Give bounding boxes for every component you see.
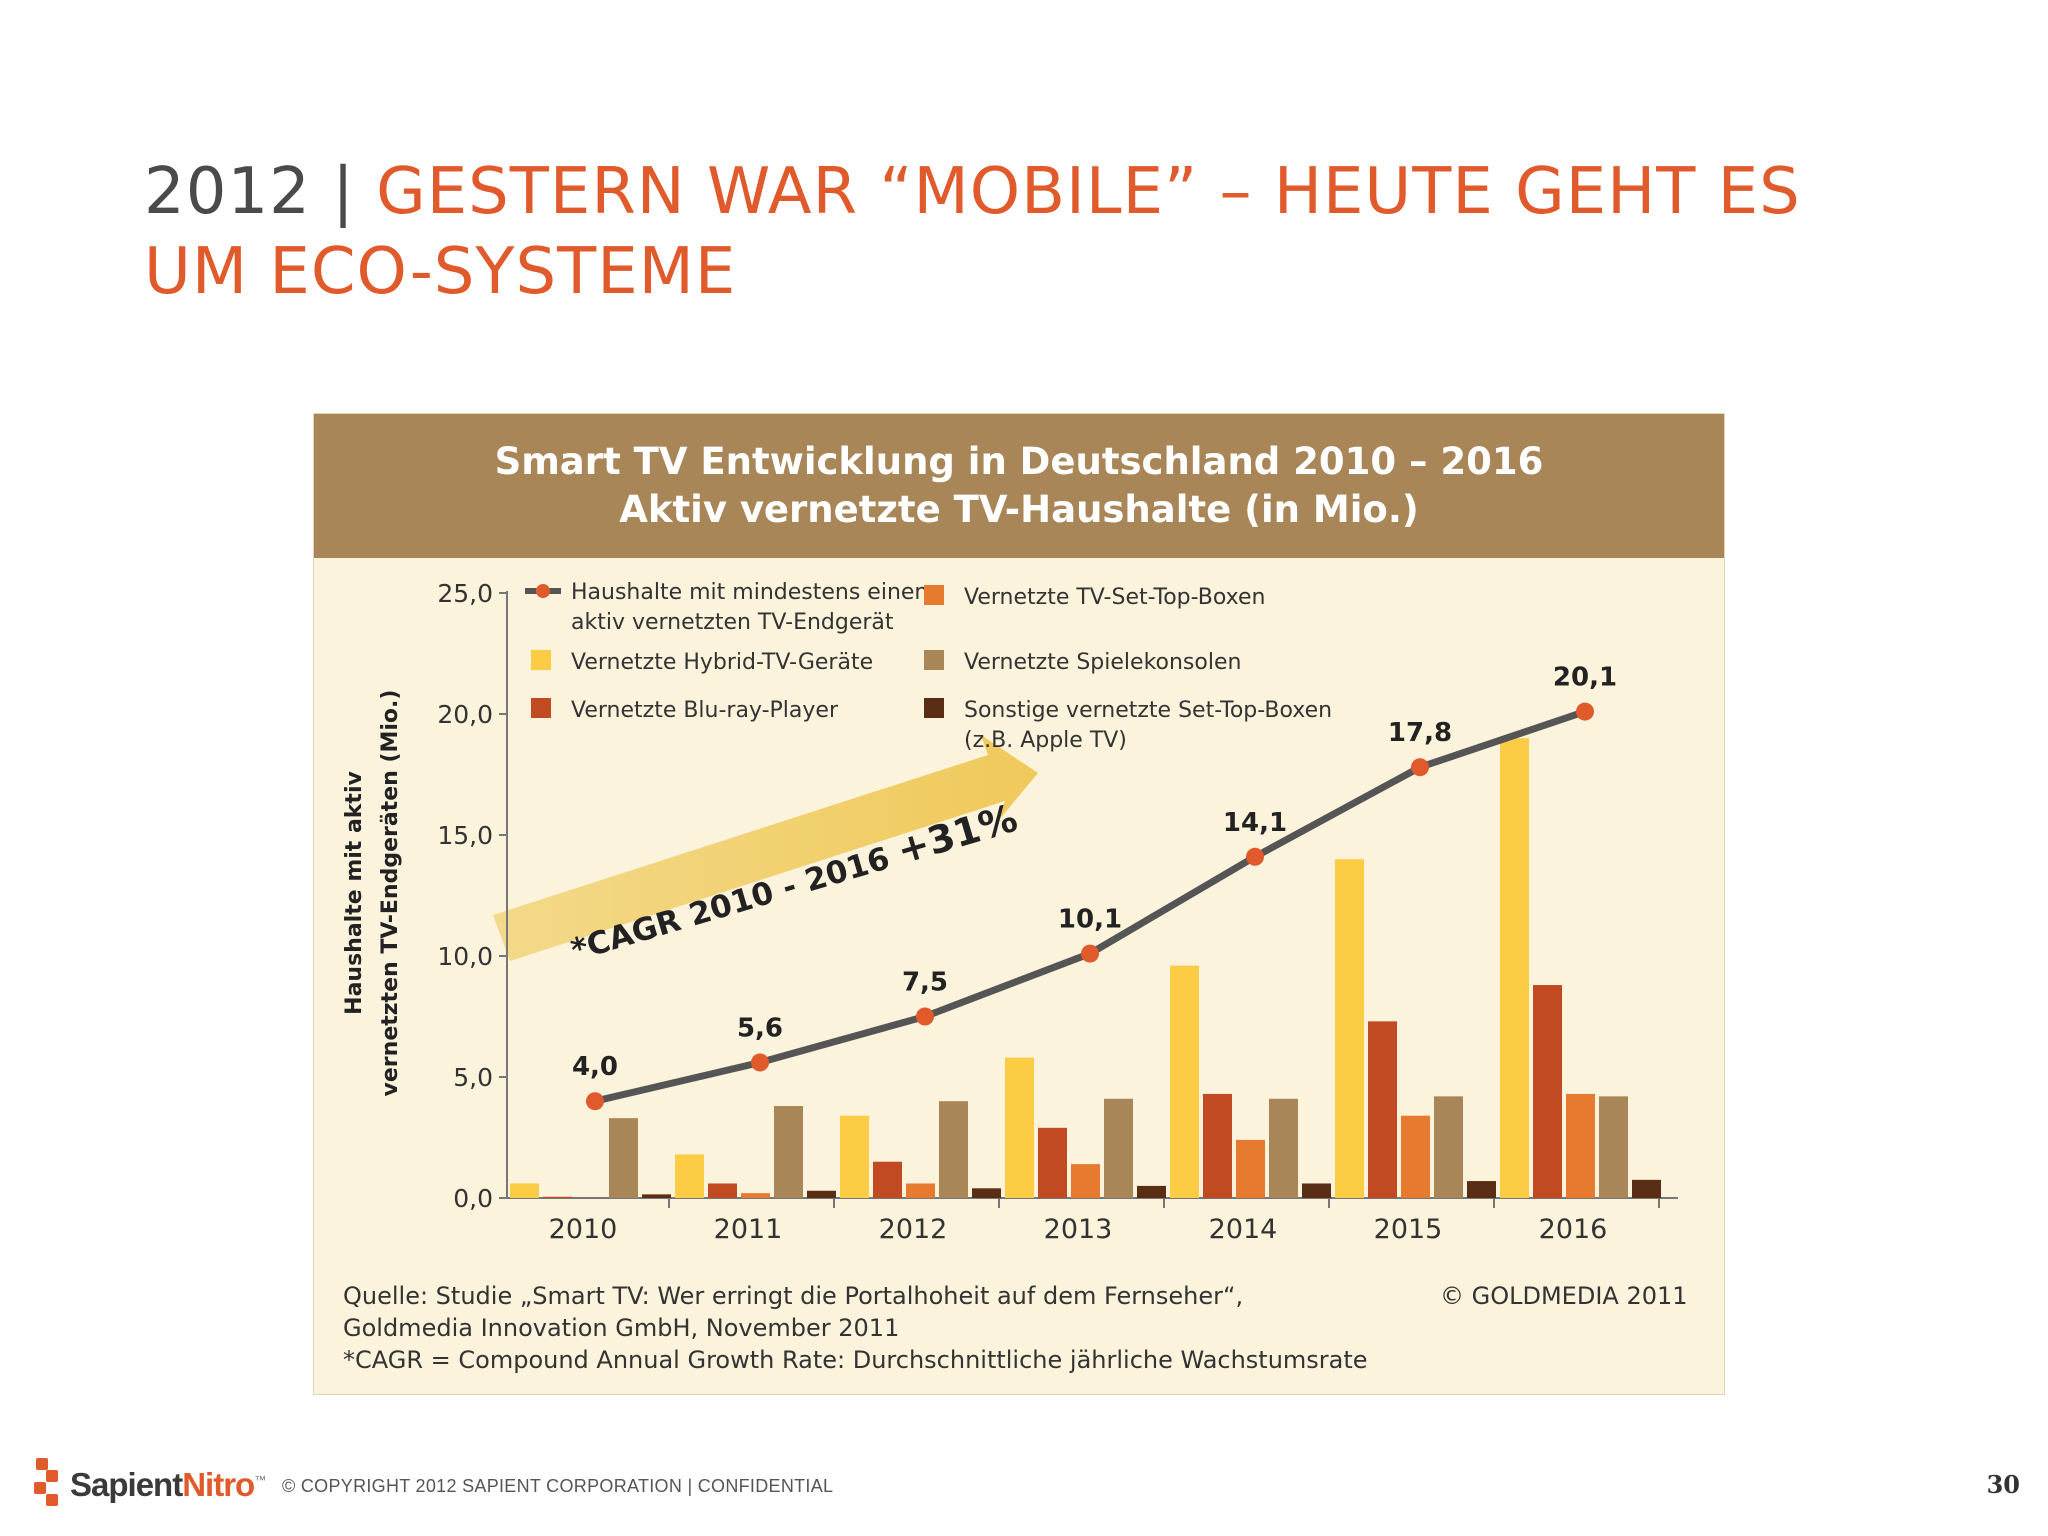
legend-label: Haushalte mit mindestens einem <box>571 580 936 605</box>
x-tick-label: 2013 <box>1044 1214 1113 1245</box>
x-tick-label: 2014 <box>1209 1214 1278 1245</box>
legend-label: Sonstige vernetzte Set-Top-Boxen <box>964 698 1332 723</box>
source-line-1: Quelle: Studie „Smart TV: Wer erringt di… <box>343 1282 1244 1310</box>
y-tick-label: 25,0 <box>437 579 493 608</box>
bar <box>543 1196 572 1198</box>
footer: SapientNitro™ © COPYRIGHT 2012 SAPIENT C… <box>30 1456 2020 1512</box>
legend-swatch <box>924 585 944 605</box>
bar <box>1368 1021 1397 1198</box>
y-tick-label: 5,0 <box>453 1063 493 1092</box>
logo-part-2: Nitro <box>182 1466 255 1503</box>
chart-title: Smart TV Entwicklung in Deutschland 2010… <box>494 440 1544 483</box>
line-point <box>1411 758 1429 777</box>
line-point <box>586 1092 604 1111</box>
bar <box>873 1161 902 1198</box>
x-tick-label: 2011 <box>714 1214 783 1245</box>
bar <box>1038 1127 1067 1198</box>
chart-svg: *CAGR 2010 - 2016 +31% 0,05,010,015,020,… <box>342 579 1678 1245</box>
legend-label-line-2: aktiv vernetzten TV-Endgerät <box>571 610 894 635</box>
bar <box>840 1115 869 1198</box>
logo-wordmark: SapientNitro™ <box>70 1466 266 1504</box>
bar <box>1005 1057 1034 1198</box>
x-tick-label: 2016 <box>1539 1214 1608 1245</box>
bar <box>675 1154 704 1198</box>
bar <box>1566 1093 1595 1198</box>
data-label: 7,5 <box>902 968 948 998</box>
bar <box>609 1118 638 1198</box>
chart-copyright: © GOLDMEDIA 2011 <box>1440 1282 1688 1310</box>
legend-swatch <box>924 698 944 718</box>
legend-swatch <box>531 650 551 670</box>
data-label: 4,0 <box>572 1052 618 1082</box>
x-tick-label: 2012 <box>879 1214 948 1245</box>
y-tick-label: 20,0 <box>437 700 493 729</box>
bar <box>1269 1098 1298 1198</box>
line-point <box>1081 944 1099 963</box>
logo-part-1: Sapient <box>70 1466 183 1503</box>
bar <box>939 1101 968 1198</box>
bar <box>1467 1181 1496 1198</box>
chart-subtitle: Aktiv vernetzte TV-Haushalte (in Mio.) <box>619 488 1419 531</box>
slide-title: 2012 | GESTERN WAR “MOBILE” – HEUTE GEHT… <box>144 152 1844 312</box>
bar <box>1170 965 1199 1198</box>
legend-label: Vernetzte TV-Set-Top-Boxen <box>964 585 1266 610</box>
slide-title-separator: | <box>332 155 355 229</box>
bar <box>1599 1096 1628 1198</box>
footer-copyright: © COPYRIGHT 2012 SAPIENT CORPORATION | C… <box>282 1476 834 1496</box>
legend-line-marker <box>536 584 550 598</box>
legend-swatch <box>531 698 551 718</box>
source-line-2: Goldmedia Innovation GmbH, November 2011 <box>343 1314 900 1342</box>
logo-tm: ™ <box>254 1473 266 1487</box>
chart-header: Smart TV Entwicklung in Deutschland 2010… <box>314 414 1724 558</box>
bar <box>1104 1098 1133 1198</box>
bar <box>1401 1115 1430 1198</box>
slide-title-year: 2012 <box>144 155 311 229</box>
bar <box>1335 859 1364 1198</box>
data-label: 17,8 <box>1388 718 1452 748</box>
data-label: 14,1 <box>1223 808 1287 838</box>
source-line-3: *CAGR = Compound Annual Growth Rate: Dur… <box>343 1346 1368 1374</box>
legend-label: Vernetzte Blu-ray-Player <box>571 698 839 723</box>
sapient-logo-icon <box>34 1458 58 1506</box>
y-axis-title-line-2: vernetzten TV-Endgeräten (Mio.) <box>378 690 403 1097</box>
y-tick-label: 10,0 <box>437 942 493 971</box>
bar <box>708 1183 737 1198</box>
bar <box>510 1183 539 1198</box>
line-point <box>751 1053 769 1072</box>
x-tick-label: 2010 <box>549 1214 618 1245</box>
bar <box>1434 1096 1463 1198</box>
data-label: 5,6 <box>737 1013 783 1043</box>
y-tick-label: 0,0 <box>453 1184 493 1213</box>
cagr-arrow <box>493 735 1038 961</box>
bar <box>1302 1183 1331 1198</box>
slide-title-main: GESTERN WAR “MOBILE” – HEUTE GEHT ES UM … <box>144 155 1801 309</box>
bar <box>807 1190 836 1198</box>
bar <box>1500 738 1529 1198</box>
bar <box>774 1106 803 1198</box>
bar <box>741 1193 770 1198</box>
chart-source: Quelle: Studie „Smart TV: Wer erringt di… <box>343 1280 1443 1376</box>
bar <box>1533 985 1562 1198</box>
bar <box>1203 1093 1232 1198</box>
line-point <box>1576 702 1594 721</box>
legend-label-line-2: (z.B. Apple TV) <box>964 728 1127 753</box>
data-label: 20,1 <box>1553 663 1617 693</box>
page-number: 30 <box>1986 1470 2020 1499</box>
line-point <box>1246 847 1264 866</box>
legend-label: Vernetzte Hybrid-TV-Geräte <box>571 650 873 675</box>
bar <box>1071 1164 1100 1198</box>
data-label: 10,1 <box>1058 905 1122 935</box>
y-axis-title-line-1: Haushalte mit aktiv <box>342 771 367 1015</box>
y-tick-label: 15,0 <box>437 821 493 850</box>
legend-label: Vernetzte Spielekonsolen <box>964 650 1241 675</box>
legend-swatch <box>924 650 944 670</box>
bar <box>1632 1179 1661 1198</box>
x-tick-label: 2015 <box>1374 1214 1443 1245</box>
bar <box>1137 1185 1166 1198</box>
bar <box>972 1188 1001 1198</box>
bar <box>1236 1139 1265 1198</box>
line-point <box>916 1007 934 1026</box>
bar <box>642 1194 671 1198</box>
bar <box>906 1183 935 1198</box>
